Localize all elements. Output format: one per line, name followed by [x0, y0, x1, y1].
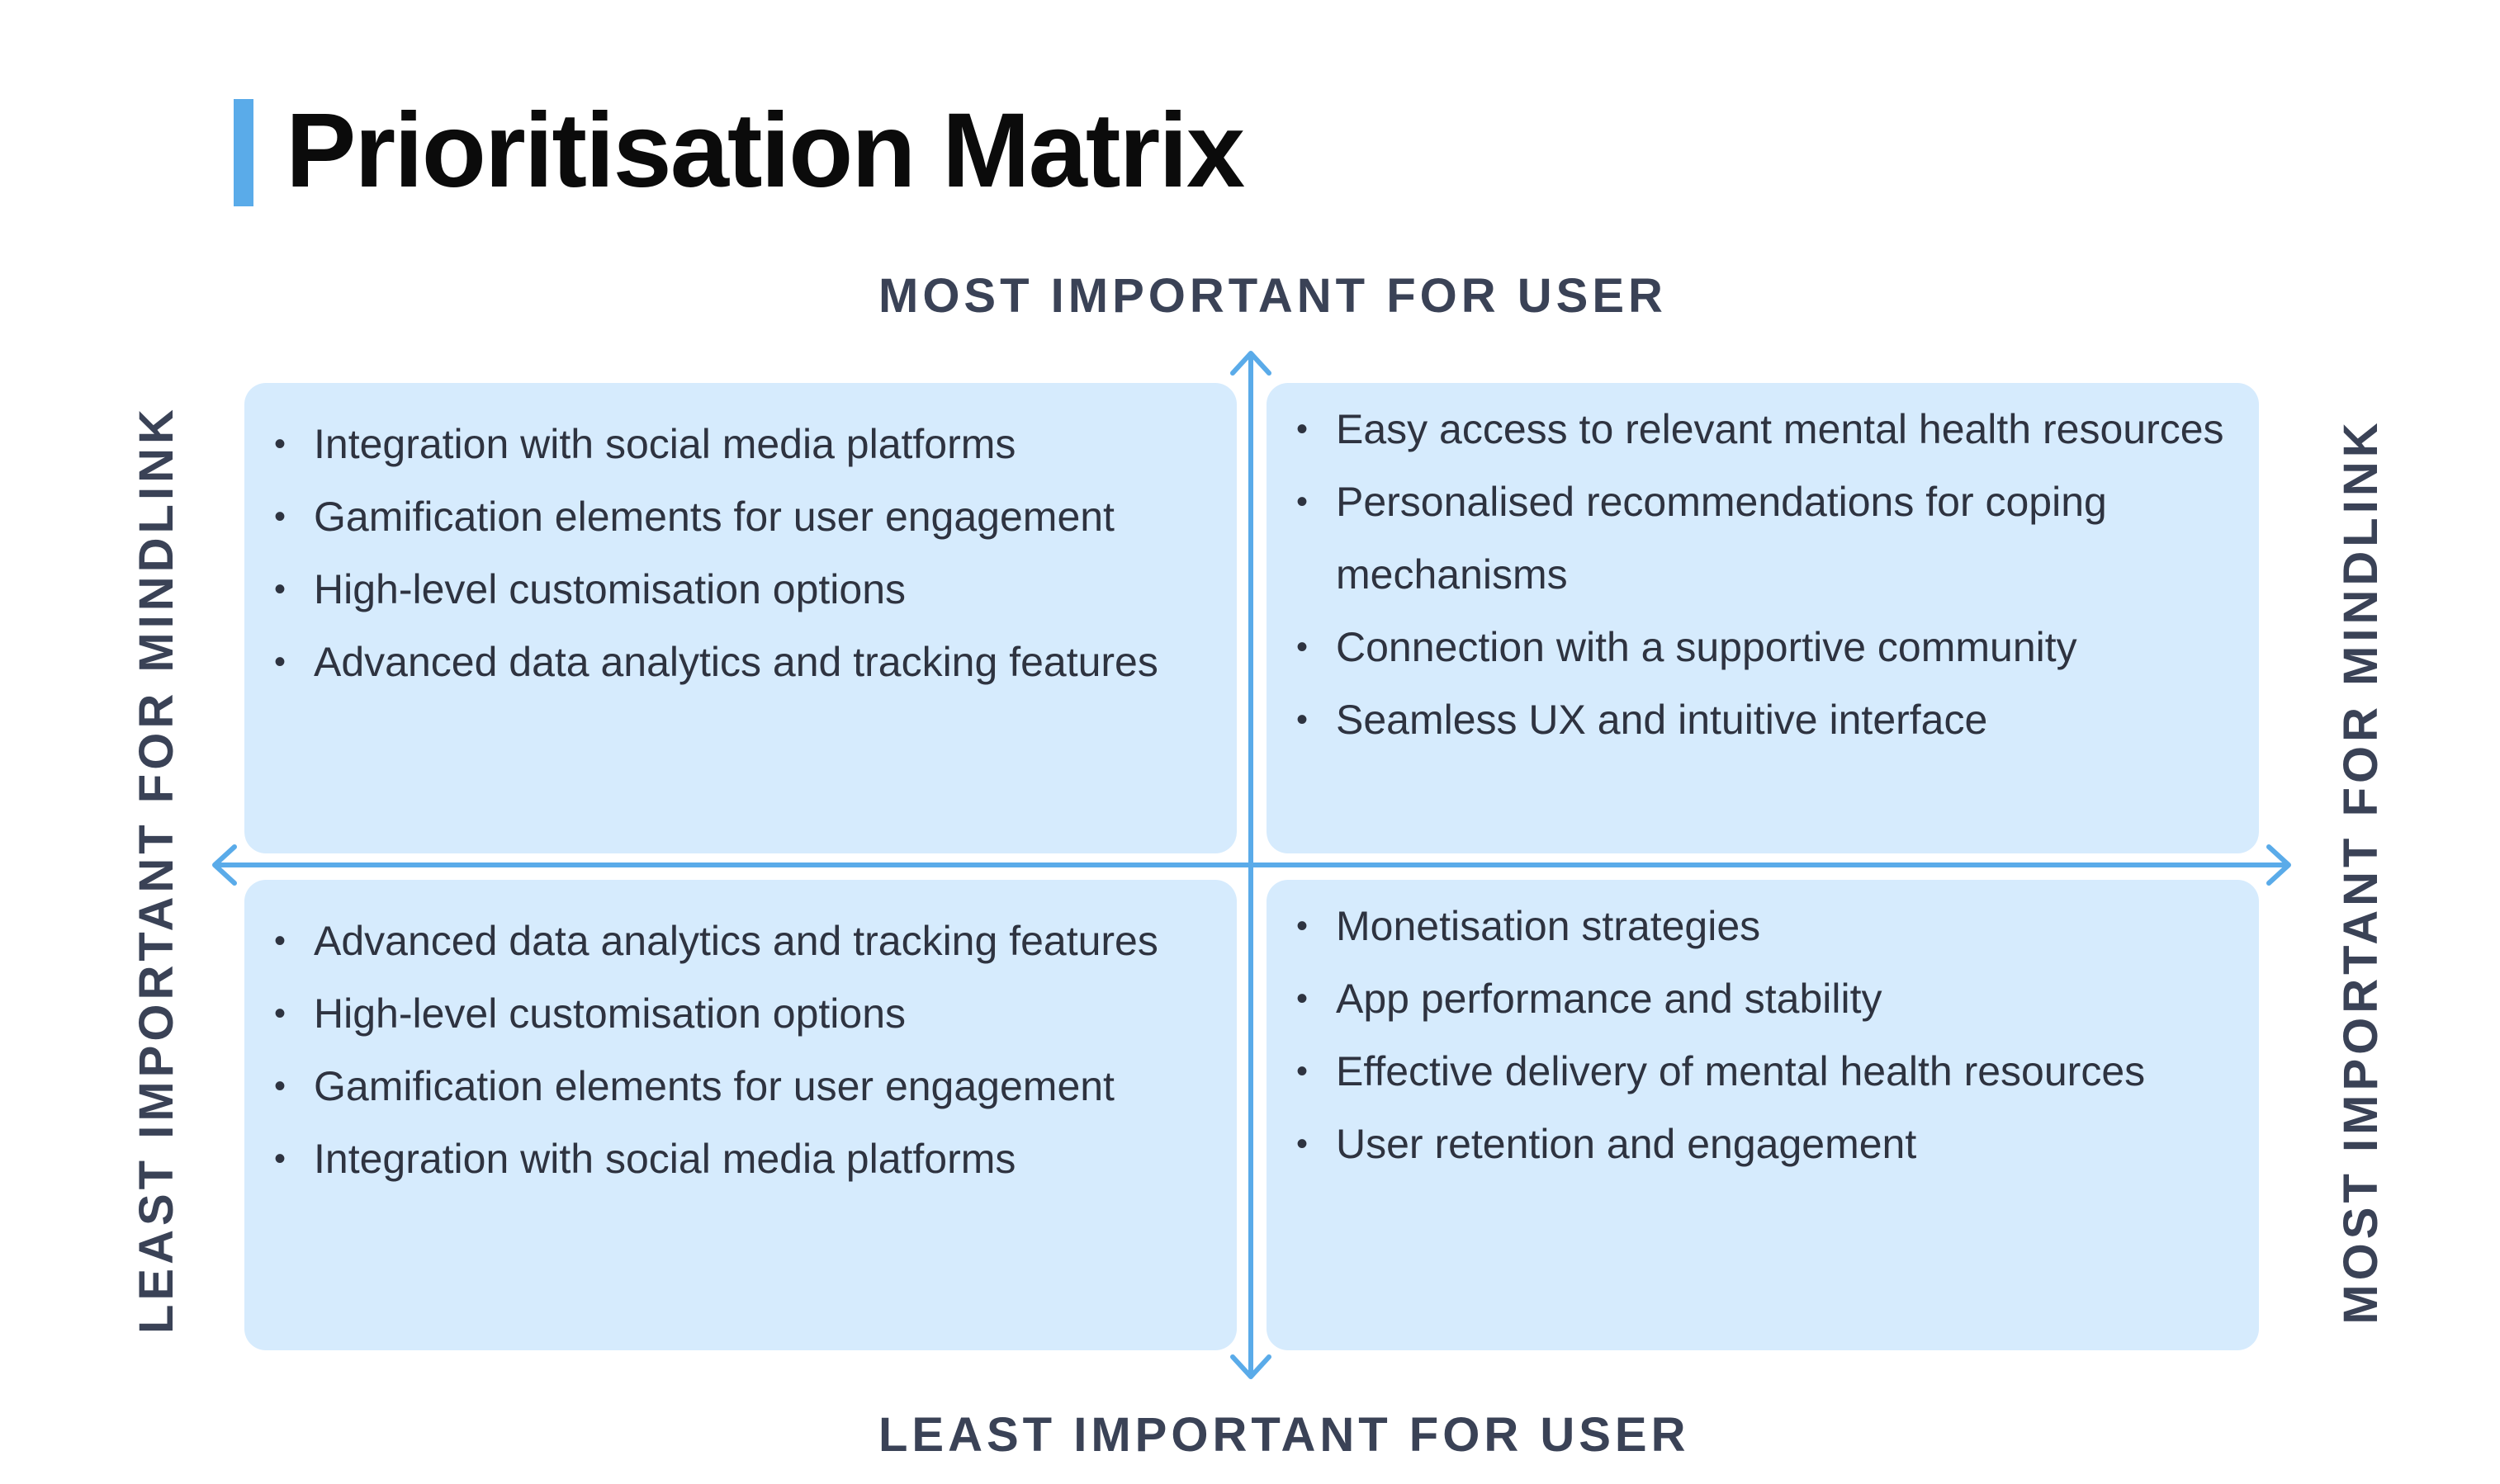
list-item: Integration with social media platforms [274, 408, 1204, 480]
list-item: App performance and stability [1296, 962, 2226, 1035]
list-item: Seamless UX and intuitive interface [1296, 683, 2226, 756]
axis-label-top: MOST IMPORTANT FOR USER [878, 269, 1667, 323]
list-item: Effective delivery of mental health reso… [1296, 1035, 2226, 1108]
list-item: Integration with social media platforms [274, 1122, 1204, 1195]
list-item: Gamification elements for user engagemen… [274, 1050, 1204, 1122]
arrow-left-icon [212, 844, 237, 886]
axis-label-bottom: LEAST IMPORTANT FOR USER [878, 1408, 1690, 1462]
list-item: Connection with a supportive community [1296, 611, 2226, 683]
quadrant-bottom-right: Monetisation strategies App performance … [1267, 880, 2259, 1350]
list-item: Gamification elements for user engagemen… [274, 480, 1204, 553]
quadrant-list: Advanced data analytics and tracking fea… [274, 905, 1204, 1195]
list-item: Easy access to relevant mental health re… [1296, 393, 2226, 466]
quadrant-bottom-left: Advanced data analytics and tracking fea… [244, 880, 1237, 1350]
list-item: User retention and engagement [1296, 1108, 2226, 1180]
quadrant-top-right: Easy access to relevant mental health re… [1267, 383, 2259, 853]
quadrant-list: Monetisation strategies App performance … [1296, 890, 2226, 1180]
arrow-up-icon [1230, 351, 1271, 376]
title-accent-bar [234, 99, 253, 206]
list-item: Personalised recommendations for coping … [1296, 466, 2226, 611]
list-item: High-level customisation options [274, 977, 1204, 1050]
quadrant-list: Easy access to relevant mental health re… [1296, 393, 2226, 756]
list-item: Monetisation strategies [1296, 890, 2226, 962]
arrow-down-icon [1230, 1354, 1271, 1379]
page-title: Prioritisation Matrix [286, 92, 1245, 210]
quadrant-list: Integration with social media platforms … [274, 408, 1204, 698]
list-item: High-level customisation options [274, 553, 1204, 626]
list-item: Advanced data analytics and tracking fea… [274, 905, 1204, 977]
quadrant-top-left: Integration with social media platforms … [244, 383, 1237, 853]
list-item: Advanced data analytics and tracking fea… [274, 626, 1204, 698]
arrow-right-icon [2266, 844, 2291, 886]
